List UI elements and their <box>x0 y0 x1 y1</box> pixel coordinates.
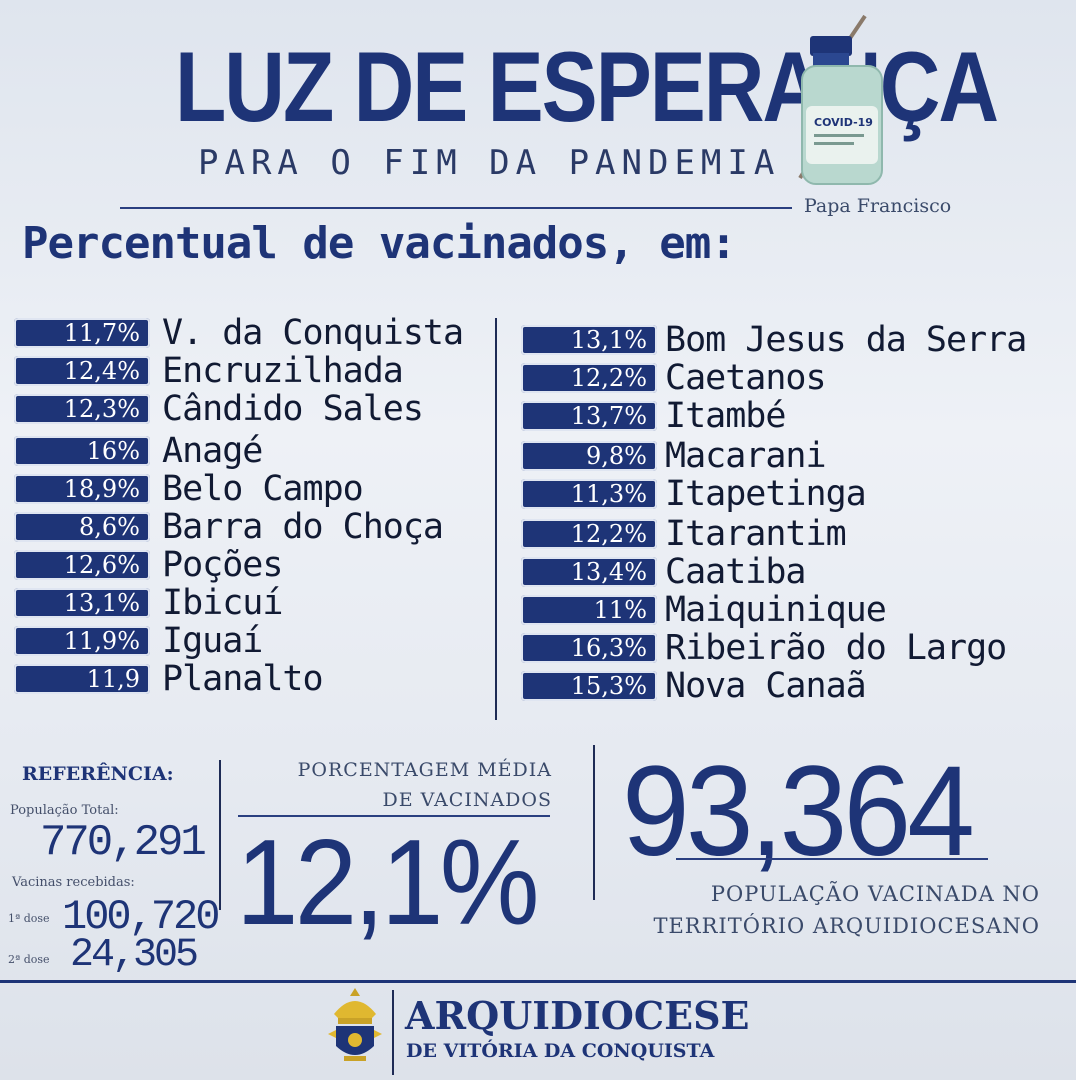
city-name: Encruzilhada <box>162 351 404 391</box>
percent-badge: 13,4% <box>521 557 657 587</box>
org-name: ARQUIDIOCESE <box>405 993 750 1038</box>
reference-divider <box>219 760 221 910</box>
city-name: Itarantim <box>665 514 847 554</box>
average-label: PORCENTAGEM MÉDIA DE VACINADOS <box>240 755 552 815</box>
city-name: Planalto <box>162 659 324 699</box>
percent-badge: 9,8% <box>521 441 657 471</box>
percent-badge: 13,1% <box>14 588 150 618</box>
population-label: População Total: <box>10 803 119 818</box>
percent-badge: 16% <box>14 436 150 466</box>
list-item: 12,2% Itarantim <box>521 514 1061 554</box>
city-name: Iguaí <box>162 621 263 661</box>
right-city-list: 13,1% Bom Jesus da Serra 12,2% Caetanos 13… <box>521 320 1061 706</box>
percent-badge: 18,9% <box>14 474 150 504</box>
header-divider <box>120 207 792 209</box>
list-item: 11,7% V. da Conquista <box>14 313 494 353</box>
footer-vertical-divider <box>392 990 394 1075</box>
city-name: Caetanos <box>665 358 827 398</box>
list-item: 12,2% Caetanos <box>521 358 1061 398</box>
average-right-divider <box>593 745 595 900</box>
average-label-line2: DE VACINADOS <box>382 789 552 811</box>
section-heading: Percentual de vacinados, em: <box>22 218 737 269</box>
list-item: 13,1% Bom Jesus da Serra <box>521 320 1061 360</box>
percent-badge: 12,2% <box>521 519 657 549</box>
percent-badge: 16,3% <box>521 633 657 663</box>
page-title: LUZ DE ESPERANÇA <box>175 31 999 143</box>
percent-badge: 13,1% <box>521 325 657 355</box>
city-name: Ibicuí <box>162 583 283 623</box>
reference-label: REFERÊNCIA: <box>22 763 174 785</box>
city-name: V. da Conquista <box>162 313 464 353</box>
archdiocese-coat-of-arms-icon <box>328 988 382 1061</box>
percent-badge: 11,3% <box>521 479 657 509</box>
list-item: 12,3% Cândido Sales <box>14 389 494 429</box>
list-item: 11% Maiquinique <box>521 590 1061 630</box>
city-name: Belo Campo <box>162 469 364 509</box>
dose1-value: 100,720 <box>62 893 220 941</box>
list-item: 16% Anagé <box>14 431 494 471</box>
list-item: 13,1% Ibicuí <box>14 583 494 623</box>
vaccine-vial-icon: COVID-19 <box>798 14 883 185</box>
vaccinated-divider <box>676 858 988 860</box>
city-name: Poções <box>162 545 283 585</box>
city-name: Nova Canaã <box>665 666 867 706</box>
city-name: Anagé <box>162 431 263 471</box>
city-name: Barra do Choça <box>162 507 444 547</box>
list-item: 9,8% Macarani <box>521 436 1061 476</box>
list-item: 13,4% Caatiba <box>521 552 1061 592</box>
percent-badge: 11% <box>521 595 657 625</box>
city-name: Itambé <box>665 396 786 436</box>
list-item: 11,9 Planalto <box>14 659 494 699</box>
city-name: Itapetinga <box>665 474 867 514</box>
list-item: 18,9% Belo Campo <box>14 469 494 509</box>
city-name: Maiquinique <box>665 590 887 630</box>
percent-badge: 11,9 <box>14 664 150 694</box>
city-name: Cândido Sales <box>162 389 424 429</box>
vaccinated-total: 93,364 <box>622 740 975 883</box>
dose2-value: 24,305 <box>70 933 199 978</box>
page-subtitle: PARA O FIM DA PANDEMIA <box>198 143 781 183</box>
city-name: Macarani <box>665 436 827 476</box>
list-item: 12,6% Poções <box>14 545 494 585</box>
list-item: 11,3% Itapetinga <box>521 474 1061 514</box>
percent-badge: 12,6% <box>14 550 150 580</box>
average-value: 12,1% <box>236 814 540 950</box>
percent-badge: 11,7% <box>14 318 150 348</box>
percent-badge: 13,7% <box>521 401 657 431</box>
dose2-label: 2ª dose <box>8 953 50 966</box>
vial-label: COVID-19 <box>814 116 873 129</box>
list-item: 12,4% Encruzilhada <box>14 351 494 391</box>
percent-badge: 12,2% <box>521 363 657 393</box>
vaccines-label: Vacinas recebidas: <box>12 875 135 890</box>
percent-badge: 8,6% <box>14 512 150 542</box>
percent-badge: 12,4% <box>14 356 150 386</box>
attribution: Papa Francisco <box>804 195 952 217</box>
vaccinated-label: POPULAÇÃO VACINADA NO TERRITÓRIO ARQUIDI… <box>640 878 1040 942</box>
column-divider <box>495 318 497 720</box>
list-item: 11,9% Iguaí <box>14 621 494 661</box>
percent-badge: 11,9% <box>14 626 150 656</box>
city-name: Bom Jesus da Serra <box>665 320 1027 360</box>
list-item: 15,3% Nova Canaã <box>521 666 1061 706</box>
city-name: Caatiba <box>665 552 807 592</box>
vaccinated-label-line2: TERRITÓRIO ARQUIDIOCESANO <box>653 914 1040 938</box>
left-city-list: 11,7% V. da Conquista 12,4% Encruzilhada 1… <box>14 313 494 699</box>
population-value: 770,291 <box>40 818 207 868</box>
city-name: Ribeirão do Largo <box>665 628 1007 668</box>
percent-badge: 15,3% <box>521 671 657 701</box>
footer-divider <box>0 980 1076 983</box>
vaccinated-label-line1: POPULAÇÃO VACINADA NO <box>710 882 1040 906</box>
dose1-label: 1ª dose <box>8 912 50 925</box>
list-item: 13,7% Itambé <box>521 396 1061 436</box>
list-item: 16,3% Ribeirão do Largo <box>521 628 1061 668</box>
percent-badge: 12,3% <box>14 394 150 424</box>
org-subtitle: DE VITÓRIA DA CONQUISTA <box>406 1040 715 1062</box>
list-item: 8,6% Barra do Choça <box>14 507 494 547</box>
average-label-line1: PORCENTAGEM MÉDIA <box>297 759 552 781</box>
average-divider <box>238 815 550 817</box>
